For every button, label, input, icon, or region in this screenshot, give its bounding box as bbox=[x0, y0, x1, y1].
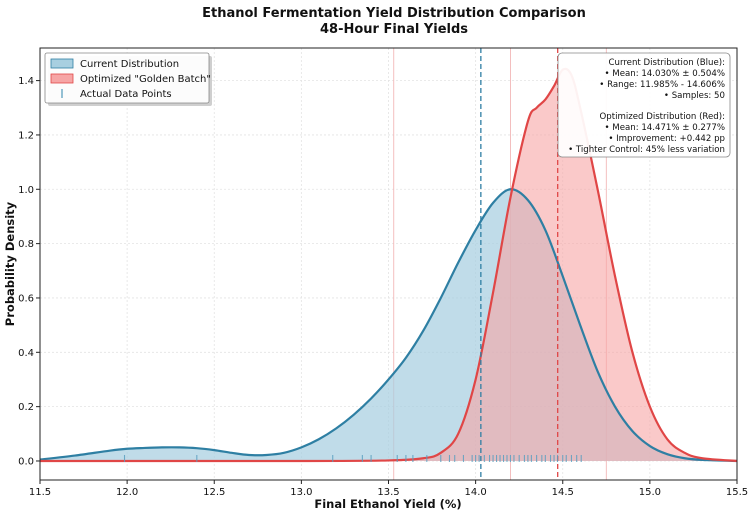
annotation-line: • Range: 11.985% - 14.606% bbox=[599, 80, 725, 90]
annotation-line: Optimized Distribution (Red): bbox=[599, 112, 725, 122]
plot-area bbox=[39, 48, 738, 480]
optimized-distribution-line bbox=[39, 67, 738, 463]
y-tick-label: 0.0 bbox=[18, 456, 34, 467]
y-tick-label: 0.8 bbox=[18, 239, 34, 250]
legend: Current Distribution Optimized "Golden B… bbox=[44, 52, 212, 106]
axis-ticks: 11.5 12.0 12.5 13.0 13.5 14.0 14.5 15.0 15.5 0.0 0… bbox=[18, 76, 748, 498]
legend-box bbox=[44, 52, 210, 104]
annotation-line: • Tighter Control: 45% less variation bbox=[568, 145, 725, 155]
x-tick-label: 15.5 bbox=[726, 487, 748, 498]
x-tick-label: 12.0 bbox=[116, 487, 138, 498]
y-tick-label: 1.0 bbox=[18, 185, 34, 196]
annotation-line: • Improvement: +0.442 pp bbox=[608, 134, 725, 144]
annotation-box bbox=[557, 52, 731, 158]
legend-label-rug: Actual Data Points bbox=[80, 89, 172, 100]
annotation-line: • Mean: 14.030% ± 0.504% bbox=[604, 69, 725, 79]
chart-title: Ethanol Fermentation Yield Distribution … bbox=[202, 6, 586, 21]
x-tick-label: 14.5 bbox=[552, 487, 574, 498]
y-tick-label: 0.6 bbox=[18, 293, 34, 304]
y-tick-label: 1.4 bbox=[18, 76, 34, 87]
x-tick-label: 13.0 bbox=[290, 487, 312, 498]
x-tick-label: 15.0 bbox=[639, 487, 661, 498]
legend-label-current: Current Distribution bbox=[80, 59, 179, 70]
y-tick-label: 1.2 bbox=[18, 130, 34, 141]
x-axis-label: Final Ethanol Yield (%) bbox=[314, 497, 461, 511]
legend-label-optimized: Optimized "Golden Batch" bbox=[80, 74, 211, 85]
chart-subtitle: 48-Hour Final Yields bbox=[320, 22, 468, 37]
annotation-line: Current Distribution (Blue): bbox=[609, 58, 726, 68]
annotation-line: • Samples: 50 bbox=[664, 91, 725, 101]
annotation-line: • Mean: 14.471% ± 0.277% bbox=[604, 123, 725, 133]
current-distribution-line bbox=[39, 188, 738, 463]
legend-swatch-current bbox=[50, 58, 74, 69]
y-axis-label: Probability Density bbox=[3, 201, 17, 326]
stats-annotation: Current Distribution (Blue): • Mean: 14.… bbox=[557, 52, 731, 158]
x-tick-label: 14.0 bbox=[464, 487, 486, 498]
y-tick-label: 0.2 bbox=[18, 402, 34, 413]
x-tick-label: 11.5 bbox=[29, 487, 51, 498]
x-tick-label: 12.5 bbox=[203, 487, 225, 498]
optimized-distribution-fill bbox=[40, 68, 737, 462]
legend-swatch-optimized bbox=[50, 73, 74, 84]
x-tick-label: 13.5 bbox=[377, 487, 399, 498]
y-tick-label: 0.4 bbox=[18, 348, 34, 359]
